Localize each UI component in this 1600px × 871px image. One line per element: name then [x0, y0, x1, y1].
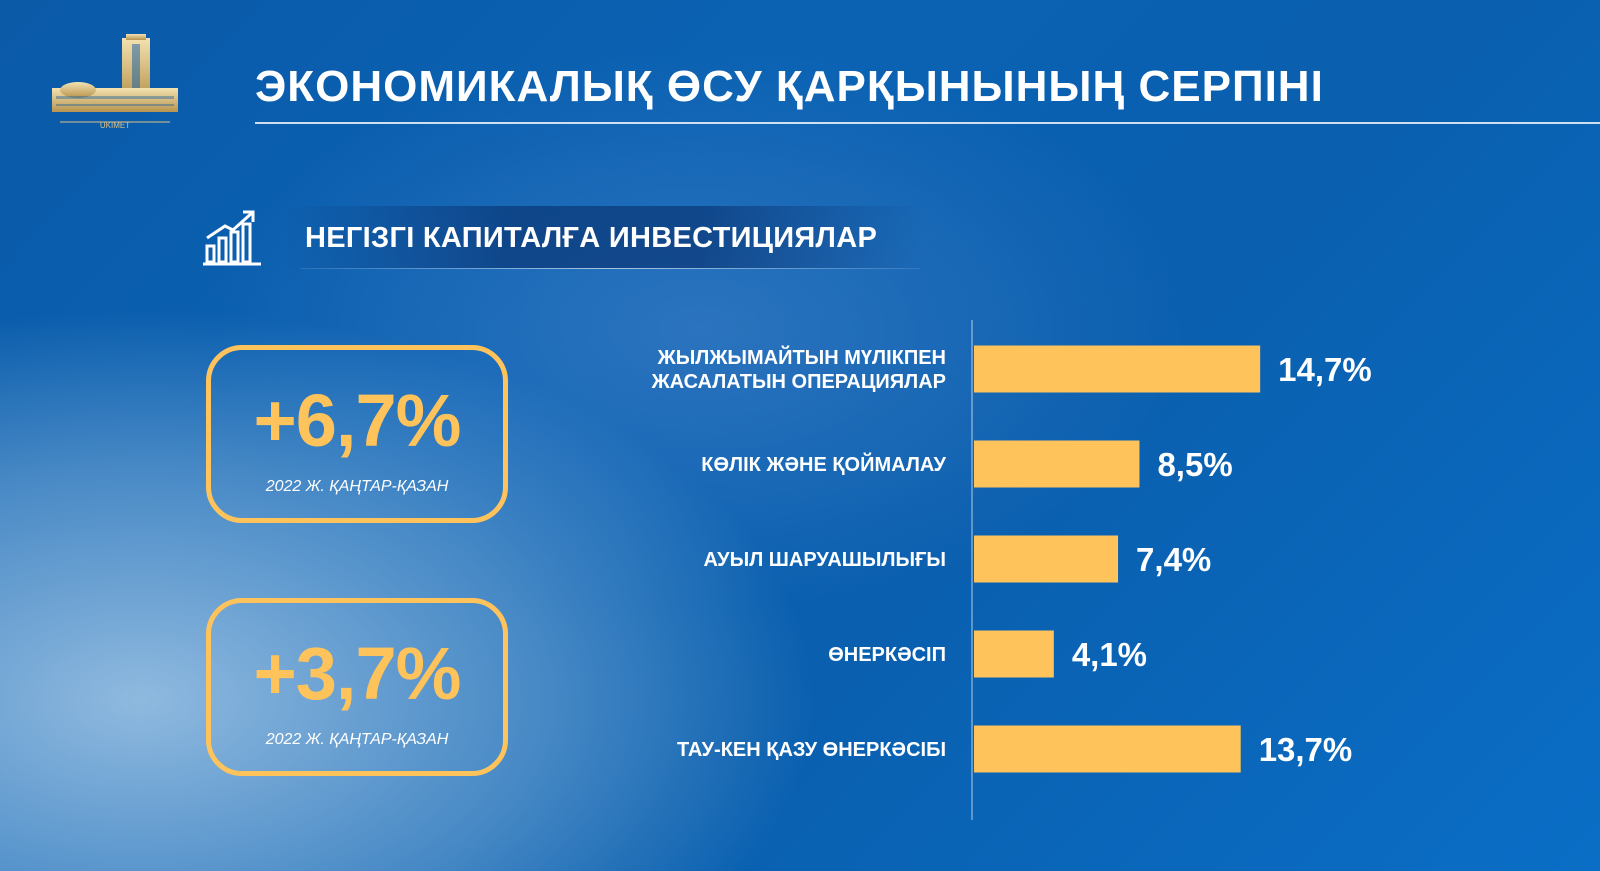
kpi-card: +6,7% 2022 Ж. ҚАҢТАР-ҚАЗАН: [206, 345, 508, 523]
section-title: НЕГІЗГІ КАПИТАЛҒА ИНВЕСТИЦИЯЛАР: [305, 222, 878, 254]
chart-bar: [974, 630, 1054, 678]
category-label: ТАУ-КЕН ҚАЗУ ӨНЕРКӘСІБІ: [677, 739, 946, 761]
category-label: КӨЛІК ЖӘНЕ ҚОЙМАЛАУ: [701, 452, 946, 476]
kpi-value: +6,7%: [253, 379, 462, 462]
government-logo: UKIMET: [50, 32, 180, 132]
section-title-band: [285, 206, 925, 268]
logo-text: UKIMET: [100, 121, 130, 130]
chart-bar: [974, 535, 1119, 583]
data-label: 7,4%: [1136, 541, 1211, 578]
chart-bar: [974, 345, 1261, 393]
page-title: ЭКОНОМИКАЛЫҚ ӨСУ ҚАРҚЫНЫНЫҢ СЕРПІНІ: [255, 62, 1324, 111]
data-label: 8,5%: [1157, 446, 1232, 483]
category-label: АУЫЛ ШАРУАШЫЛЫҒЫ: [704, 549, 947, 571]
data-label: 13,7%: [1259, 731, 1353, 768]
data-label: 14,7%: [1278, 351, 1372, 388]
chart-bar: [974, 440, 1140, 488]
chart-bar: [974, 725, 1241, 773]
category-label: ЖЫЛЖЫМАЙТЫН МҮЛІКПЕН: [657, 345, 946, 369]
data-label: 4,1%: [1072, 636, 1147, 673]
category-label: ӨНЕРКӘСІП: [828, 644, 946, 666]
bar-chart-growth-icon: [203, 208, 263, 268]
section-divider: [300, 268, 920, 269]
kpi-card: +3,7% 2022 Ж. ҚАҢТАР-ҚАЗАН: [206, 598, 508, 776]
kpi-period: 2022 Ж. ҚАҢТАР-ҚАЗАН: [265, 478, 449, 495]
kpi-period: 2022 Ж. ҚАҢТАР-ҚАЗАН: [265, 731, 449, 748]
title-divider: [255, 122, 1600, 124]
category-label: ЖАСАЛАТЫН ОПЕРАЦИЯЛАР: [651, 371, 946, 393]
kpi-value: +3,7%: [253, 632, 462, 715]
